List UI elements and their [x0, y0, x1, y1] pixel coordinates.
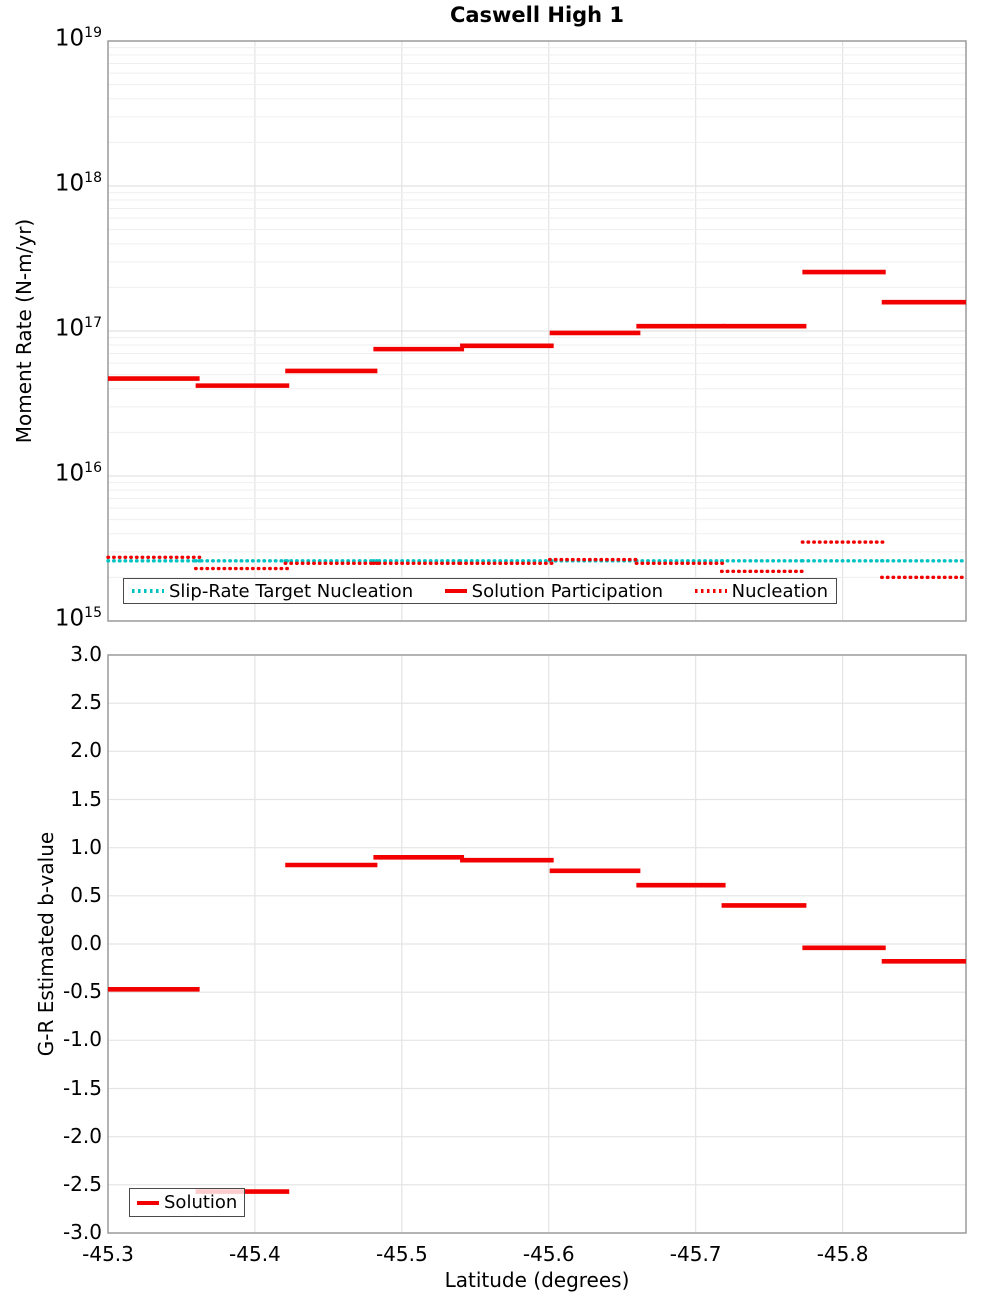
y-tick-label: 1.5 — [70, 786, 102, 811]
y-tick-label: -2.0 — [62, 1123, 102, 1148]
chart-title: Caswell High 1 — [449, 3, 625, 27]
legend-moment-rate: Slip-Rate Target Nucleation Solution Par… — [123, 578, 837, 604]
y-tick-label: 1017 — [54, 315, 102, 342]
x-axis-label-latitude: Latitude (degrees) — [444, 1268, 630, 1292]
x-tick-label: -45.6 — [522, 1242, 575, 1266]
legend-entry-solution-participation: Solution Participation — [444, 580, 664, 602]
x-tick-label: -45.7 — [669, 1242, 722, 1266]
legend-label: Solution — [164, 1192, 238, 1213]
legend-b-value: Solution — [129, 1188, 246, 1217]
y-tick-label: -2.5 — [62, 1171, 102, 1196]
y-tick-label: 1.0 — [70, 834, 102, 859]
legend-label: Nucleation — [731, 580, 828, 602]
nucleation-line-swatch-icon — [694, 589, 727, 593]
x-tick-label: -45.8 — [816, 1242, 869, 1266]
x-tick-label: -45.4 — [229, 1242, 281, 1266]
legend-entry-slip-rate-target: Slip-Rate Target Nucleation — [132, 581, 413, 602]
y-tick-label: 1019 — [54, 25, 102, 52]
solution-line-swatch-icon — [137, 1200, 159, 1205]
series-solution-participation — [108, 269, 966, 388]
y-tick-label: 0.0 — [70, 931, 102, 955]
y-tick-label: 2.5 — [70, 690, 102, 715]
y-tick-label: 1016 — [54, 460, 102, 487]
series-nucleation — [106, 540, 968, 580]
x-tick-label: -45.5 — [375, 1242, 428, 1266]
y-tick-label: 3.0 — [70, 642, 102, 666]
y-tick-label: -0.5 — [62, 979, 102, 1004]
slip-rate-target-line-swatch-icon — [132, 589, 164, 593]
legend-entry-solution: Solution — [137, 1192, 237, 1213]
y-tick-label: -1.5 — [62, 1075, 102, 1100]
legend-label: Solution Participation — [471, 580, 664, 602]
series-solution — [108, 854, 966, 1194]
x-tick-label: -45.3 — [82, 1242, 134, 1266]
solution-participation-line-swatch-icon — [444, 589, 467, 593]
y-tick-label: 2.0 — [70, 738, 102, 763]
y-tick-label: 1015 — [54, 605, 102, 632]
legend-entry-nucleation: Nucleation — [694, 580, 828, 602]
y-tick-label: -1.0 — [62, 1027, 102, 1052]
y-tick-label: 1018 — [54, 170, 102, 197]
y-tick-label: -3.0 — [62, 1220, 102, 1244]
panel-frames — [107, 40, 967, 1234]
y-tick-label: 0.5 — [70, 882, 102, 907]
gridlines — [107, 41, 966, 1233]
legend-label: Slip-Rate Target Nucleation — [169, 580, 414, 602]
